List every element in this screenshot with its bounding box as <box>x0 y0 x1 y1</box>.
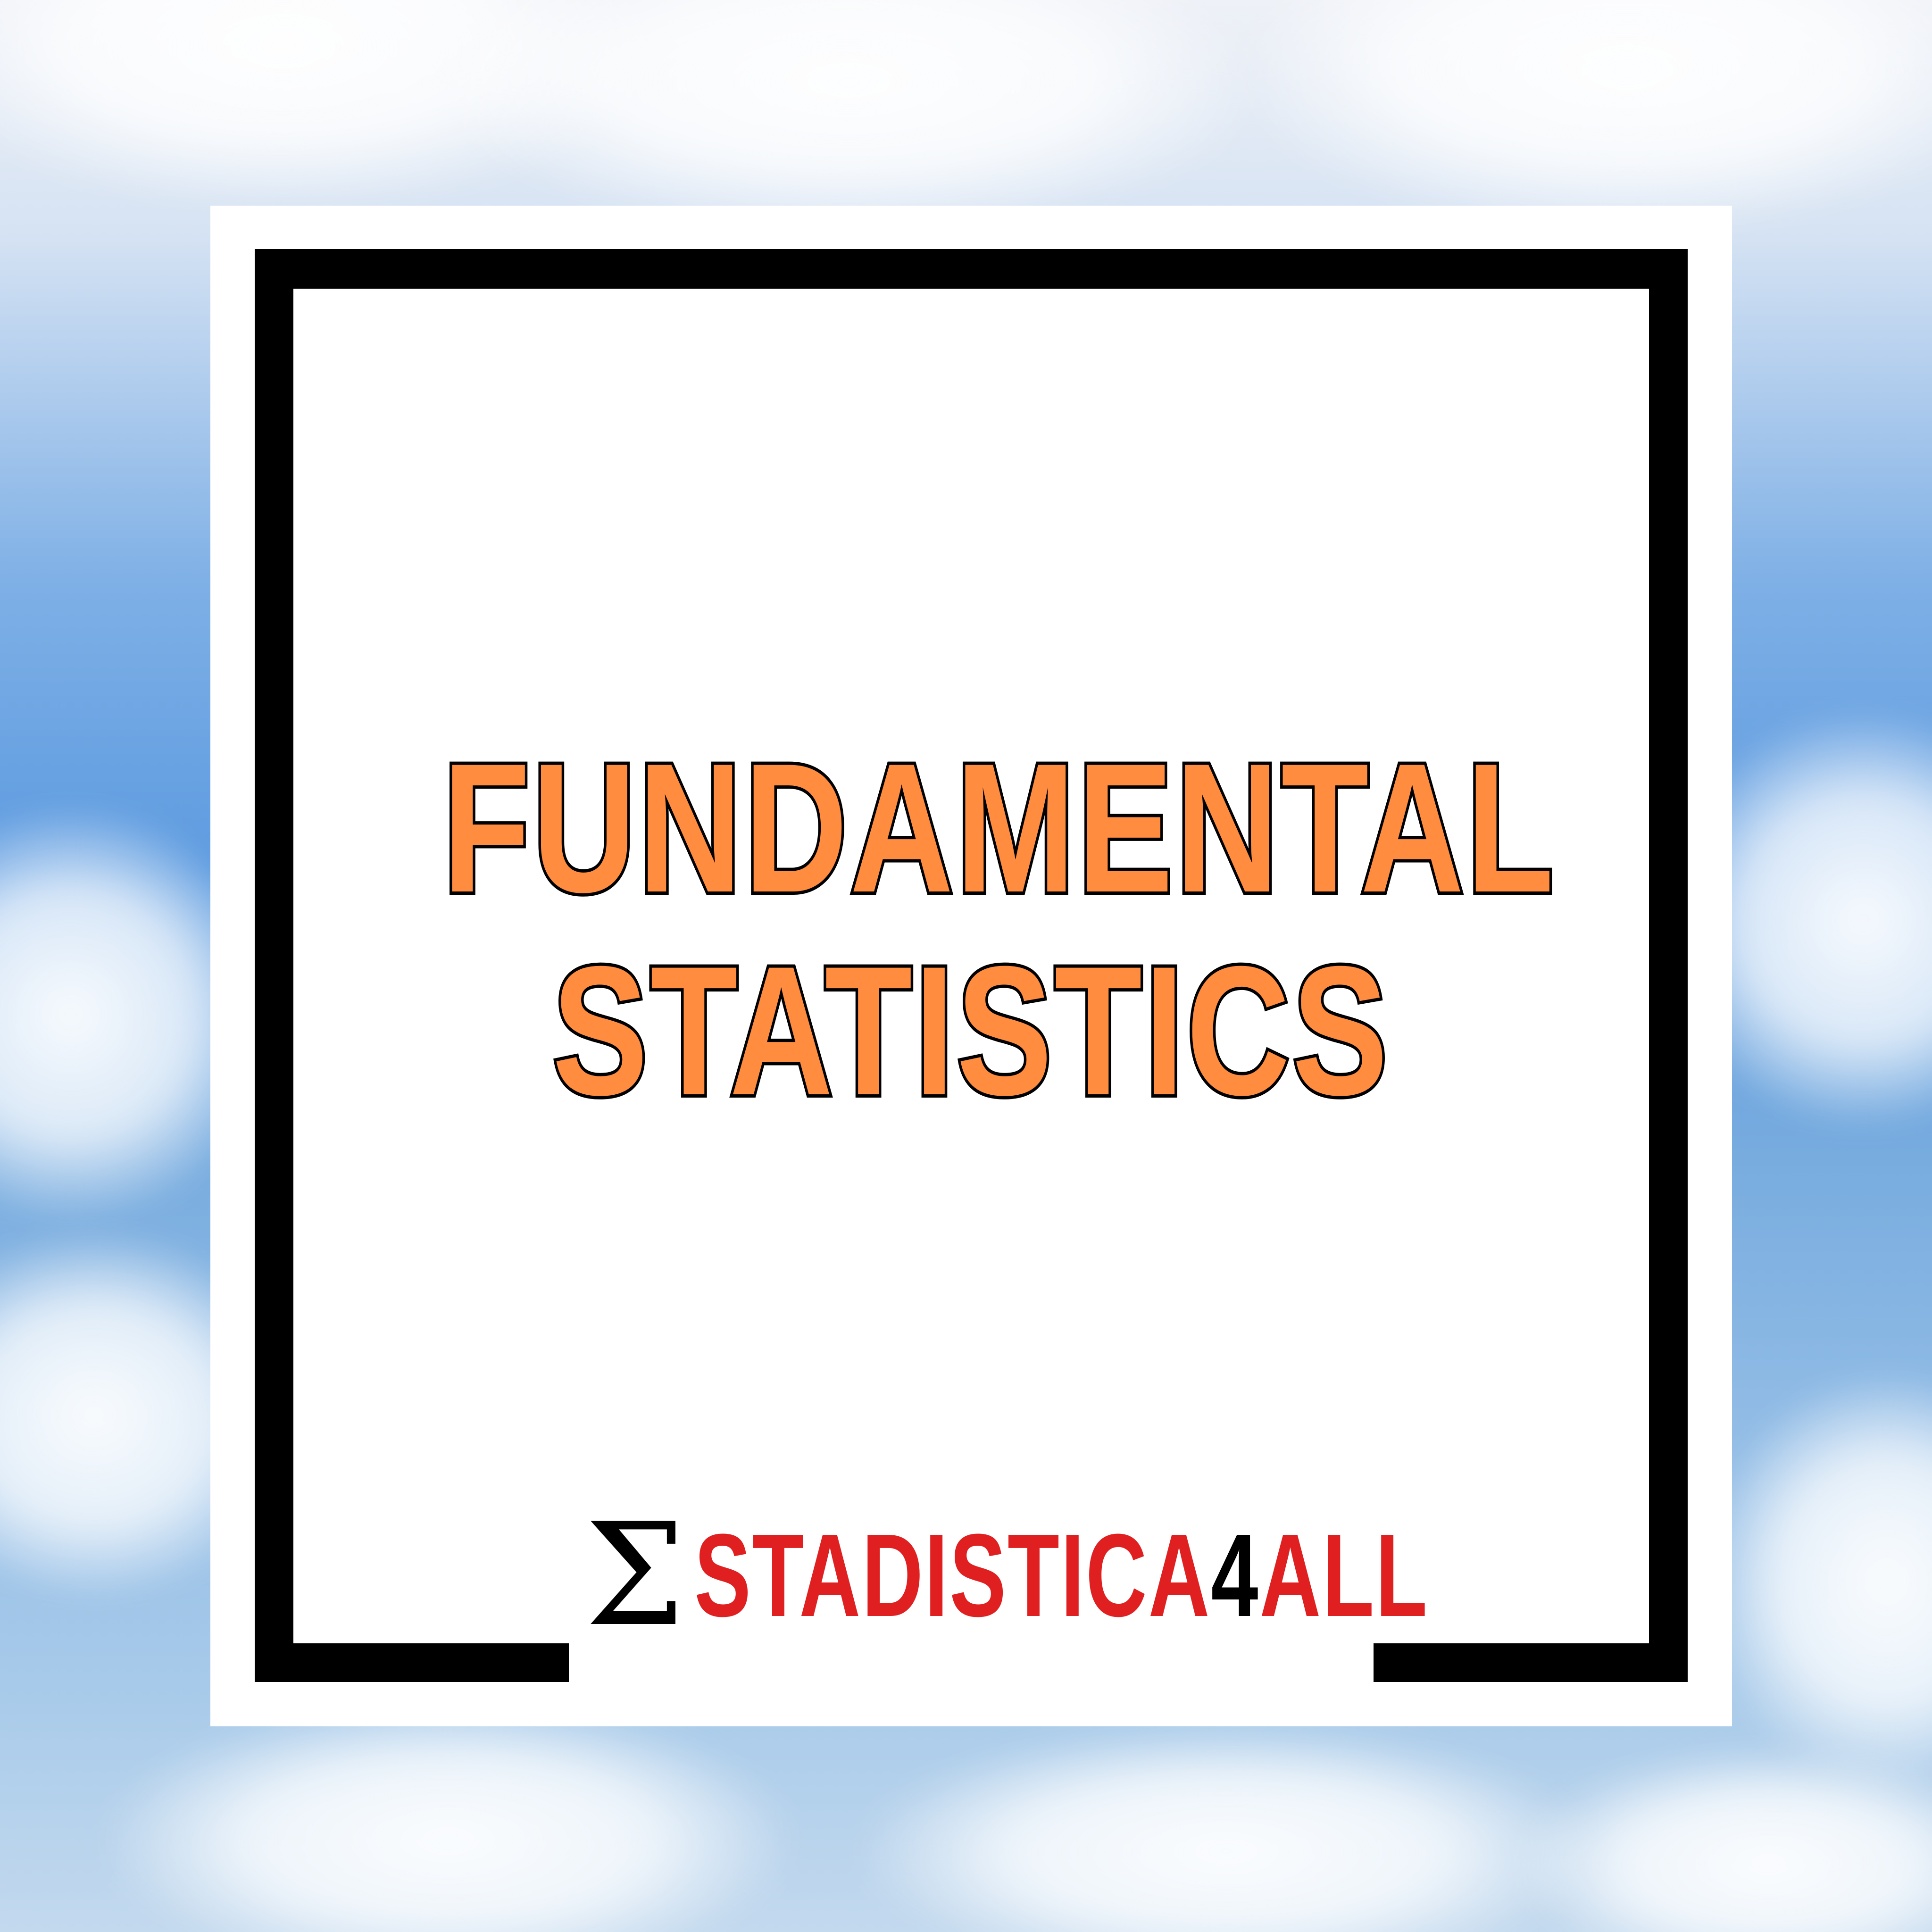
frame-right-border <box>1649 249 1688 1648</box>
brand-logo: Σ STADISTICA4ALL <box>585 1505 1715 1646</box>
title-line-2: STATISTICS <box>550 928 1391 1133</box>
brand-wordmark-part1: STADISTICA <box>694 1509 1211 1641</box>
cloud-shape <box>1509 1745 1932 1932</box>
cloud-shape <box>1698 1368 1932 1792</box>
frame-top-border <box>255 249 1688 289</box>
brand-wordmark: STADISTICA4ALL <box>694 1516 1429 1634</box>
white-card <box>210 206 1732 1726</box>
cloud-shape <box>94 1698 802 1932</box>
cloud-shape <box>425 0 1274 236</box>
brand-wordmark-four: 4 <box>1211 1509 1260 1641</box>
cloud-shape <box>1226 0 1932 236</box>
cloud-shape <box>849 1722 1604 1932</box>
brand-wordmark-part3: ALL <box>1259 1509 1429 1641</box>
sigma-icon: Σ <box>585 1493 685 1657</box>
frame-bottom-right-border <box>1374 1643 1688 1682</box>
title-line-1: FUNDAMENTAL <box>440 725 1557 931</box>
frame-bottom-left-border <box>255 1643 569 1682</box>
frame-left-border <box>255 249 293 1648</box>
